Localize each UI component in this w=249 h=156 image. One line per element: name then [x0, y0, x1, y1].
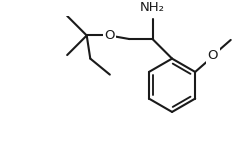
Text: NH₂: NH₂	[140, 1, 165, 14]
Text: O: O	[208, 49, 218, 62]
Text: O: O	[105, 29, 115, 42]
